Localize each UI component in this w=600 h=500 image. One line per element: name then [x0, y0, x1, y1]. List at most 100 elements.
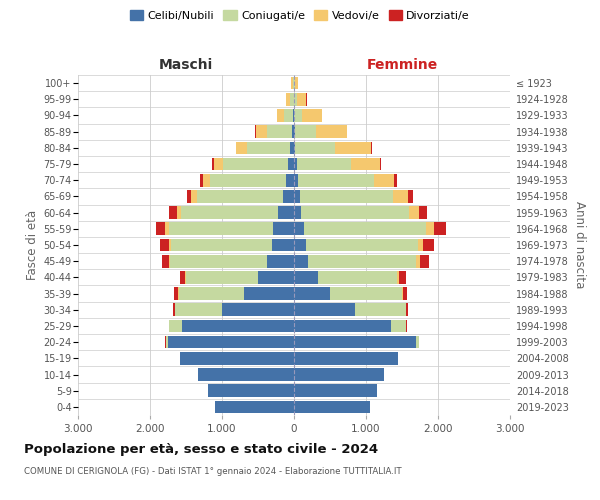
Bar [298, 174, 374, 186]
Bar [294, 238, 306, 252]
Bar [171, 238, 272, 252]
Bar [297, 158, 351, 170]
Bar [203, 174, 211, 186]
Bar [169, 238, 171, 252]
Bar [180, 271, 185, 283]
Bar [408, 190, 413, 202]
Bar [266, 126, 292, 138]
Bar [304, 222, 427, 235]
Bar [434, 222, 446, 235]
Bar [236, 142, 247, 154]
Bar [330, 288, 402, 300]
Bar [394, 174, 397, 186]
Bar [180, 352, 294, 364]
Bar [185, 271, 186, 283]
Bar [256, 126, 266, 138]
Bar [272, 238, 294, 252]
Bar [294, 174, 298, 186]
Bar [175, 304, 222, 316]
Bar [294, 352, 398, 364]
Bar [394, 190, 408, 202]
Bar [293, 77, 294, 90]
Bar [294, 384, 377, 397]
Bar [406, 320, 407, 332]
Bar [371, 142, 372, 154]
Bar [284, 109, 293, 122]
Bar [175, 288, 178, 300]
Bar [294, 255, 308, 268]
Bar [302, 109, 322, 122]
Bar [244, 288, 294, 300]
Bar [278, 206, 294, 219]
Bar [176, 206, 181, 219]
Legend: Celibi/Nubili, Coniugati/e, Vedovi/e, Divorziati/e: Celibi/Nubili, Coniugati/e, Vedovi/e, Di… [125, 6, 475, 25]
Bar [427, 222, 434, 235]
Bar [294, 93, 297, 106]
Bar [294, 126, 295, 138]
Bar [293, 109, 294, 122]
Bar [186, 271, 258, 283]
Bar [418, 238, 423, 252]
Text: Maschi: Maschi [159, 58, 213, 71]
Bar [200, 174, 203, 186]
Bar [277, 109, 284, 122]
Bar [297, 93, 307, 106]
Bar [399, 271, 406, 283]
Bar [173, 304, 175, 316]
Bar [169, 222, 273, 235]
Bar [288, 158, 294, 170]
Bar [290, 93, 293, 106]
Bar [416, 336, 419, 348]
Bar [423, 238, 434, 252]
Bar [212, 158, 214, 170]
Bar [160, 238, 169, 252]
Text: COMUNE DI CERIGNOLA (FG) - Dati ISTAT 1° gennaio 2024 - Elaborazione TUTTITALIA.: COMUNE DI CERIGNOLA (FG) - Dati ISTAT 1°… [24, 468, 401, 476]
Bar [181, 206, 278, 219]
Bar [198, 368, 294, 381]
Bar [391, 320, 406, 332]
Bar [301, 206, 409, 219]
Text: Popolazione per età, sesso e stato civile - 2024: Popolazione per età, sesso e stato civil… [24, 442, 378, 456]
Bar [355, 304, 406, 316]
Bar [397, 271, 399, 283]
Bar [290, 142, 294, 154]
Bar [208, 384, 294, 397]
Bar [380, 158, 381, 170]
Bar [214, 158, 223, 170]
Bar [335, 142, 371, 154]
Bar [295, 126, 316, 138]
Bar [308, 255, 416, 268]
Bar [316, 126, 347, 138]
Bar [170, 255, 268, 268]
Bar [292, 77, 293, 90]
Bar [295, 142, 335, 154]
Bar [166, 336, 168, 348]
Bar [294, 190, 300, 202]
Bar [197, 190, 283, 202]
Bar [403, 288, 407, 300]
Bar [187, 190, 191, 202]
Bar [169, 255, 170, 268]
Bar [351, 158, 380, 170]
Bar [223, 158, 288, 170]
Text: Femmine: Femmine [367, 58, 437, 71]
Bar [409, 206, 419, 219]
Bar [211, 174, 286, 186]
Bar [179, 288, 244, 300]
Bar [294, 368, 384, 381]
Bar [294, 304, 355, 316]
Bar [406, 304, 409, 316]
Y-axis label: Anni di nascita: Anni di nascita [573, 202, 586, 288]
Bar [294, 400, 370, 413]
Bar [295, 77, 298, 90]
Y-axis label: Fasce di età: Fasce di età [26, 210, 39, 280]
Bar [161, 255, 169, 268]
Bar [294, 158, 297, 170]
Bar [318, 271, 397, 283]
Bar [295, 109, 302, 122]
Bar [292, 126, 294, 138]
Bar [273, 222, 294, 235]
Bar [294, 77, 295, 90]
Bar [222, 304, 294, 316]
Bar [300, 190, 394, 202]
